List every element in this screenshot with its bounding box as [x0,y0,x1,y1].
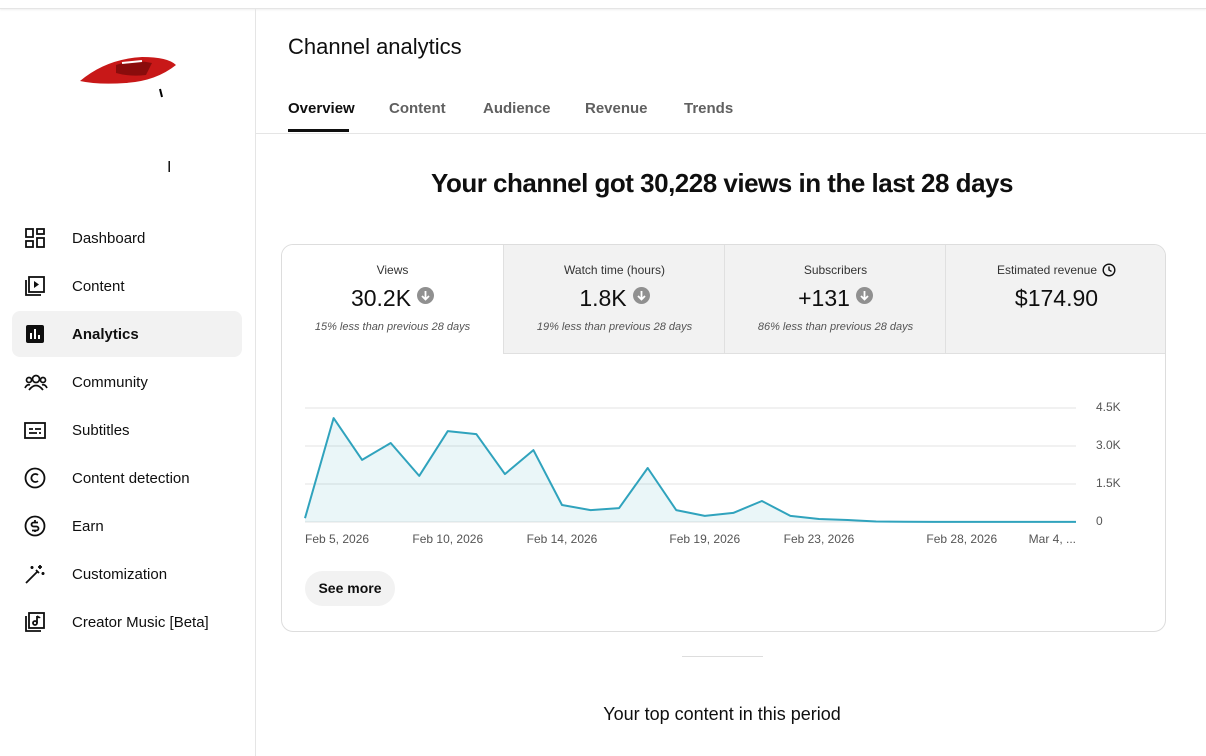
nav-item[interactable]: Earn [12,503,242,549]
tab[interactable]: Content [389,100,446,117]
icon [24,515,46,537]
down-icon [855,287,873,304]
metric-note: 86% less than previous 28 days [757,321,914,333]
icon [26,325,44,343]
down-icon [417,287,435,304]
views-chart: 0 1.5K 3.0K 4.5K Feb 5, 2026 Feb 10, 2026 Feb … [304,400,1121,546]
nav-label: Content detection [72,469,190,487]
icon [24,374,48,391]
metric-value: $174.90 [1014,285,1099,311]
nav-label: Community [72,373,148,391]
nav-item[interactable]: Customization [12,551,242,597]
nav-item[interactable]: Content detection [12,455,242,501]
icon [25,565,45,584]
icon [24,467,46,489]
x-tick-label: Feb 19, 2026 [669,532,740,546]
nav-item[interactable]: Dashboard [12,215,242,261]
metric-value-row: 30.2K [282,285,503,312]
nav-label: Creator Music [Beta] [72,613,209,631]
y-tick-label: 1.5K [1096,476,1121,490]
nav-item[interactable]: Content [12,263,242,309]
metric-value-row: 1.8K [504,285,725,312]
metric-label: Views [376,263,409,277]
x-tick-label: Feb 5, 2026 [305,532,369,546]
line [304,417,1076,523]
nav-label: Content [72,277,125,295]
metric-label-row: Estimated revenue [946,263,1165,277]
metric-label: Watch time (hours) [564,263,665,277]
nav-label: Analytics [72,325,139,343]
metric-value: 1.8K [579,285,627,311]
headline: Your channel got 30,228 views in the las… [431,168,1013,198]
metric-note: 19% less than previous 28 days [536,321,693,333]
nav-item[interactable]: Subtitles [12,407,242,453]
channel-name: I [167,159,172,176]
page-title: Channel analytics [288,34,462,59]
top-bar [0,0,1206,9]
y-tick-label: 0 [1096,514,1103,528]
metric-tab[interactable]: Views 30.2K 15% less than previous 28 da… [282,245,503,353]
x-tick-label: Feb 28, 2026 [926,532,997,546]
tab[interactable]: Trends [684,100,734,117]
down-icon [632,287,650,304]
area [305,418,1076,522]
metric-label: Subscribers [803,263,868,277]
metric-value-row: +131 [725,285,946,312]
section-title: Your top content in this period [603,704,841,724]
x-tick-label: Feb 23, 2026 [784,532,855,546]
y-tick-label: 4.5K [1096,400,1121,414]
metric-value: 30.2K [350,285,412,311]
metric-note: 15% less than previous 28 days [314,321,471,333]
nav-label: Subtitles [72,421,130,439]
icon [24,422,46,439]
clock-icon [1102,263,1116,277]
metric-tab[interactable]: Estimated revenue $174.90 [945,245,1165,354]
icon [25,612,45,632]
separator [256,133,1206,134]
see-more-button[interactable]: See more [305,571,395,606]
tab-indicator [288,129,349,132]
nav-item[interactable]: Community [12,359,242,405]
x-tick-label: Feb 10, 2026 [412,532,483,546]
metric-tab[interactable]: Watch time (hours) 1.8K 19% less than pr… [503,245,725,354]
y-tick-label: 3.0K [1096,438,1121,452]
tab[interactable]: Overview [288,100,355,117]
nav-item[interactable]: Creator Music [Beta] [12,599,242,645]
overview-card: Views 30.2K 15% less than previous 28 da… [281,244,1166,632]
tab[interactable]: Audience [483,100,551,117]
sidebar: I Dashboard Content Analytics Community … [0,9,256,756]
nav-item[interactable]: Analytics [12,311,242,357]
metric-value: +131 [798,285,850,311]
nav-label: Dashboard [72,229,146,247]
nav-label: Customization [72,565,168,583]
icon [25,228,45,248]
nav-label: Earn [72,517,104,535]
x-tick-label: Feb 14, 2026 [527,532,598,546]
metric-label: Estimated revenue [996,263,1098,277]
channel-logo [80,57,176,98]
icon [25,276,45,296]
x-tick-label: Mar 4, ... [1029,532,1076,546]
tab[interactable]: Revenue [585,100,648,117]
divider [682,656,763,657]
metric-tab[interactable]: Subscribers +131 86% less than previous … [724,245,946,354]
